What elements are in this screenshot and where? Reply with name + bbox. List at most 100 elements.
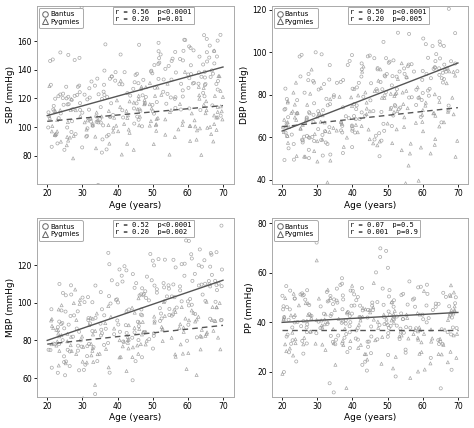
Point — [416, 324, 423, 331]
Point — [385, 293, 393, 300]
Point — [125, 306, 133, 313]
Point — [419, 111, 426, 118]
Point — [288, 131, 296, 138]
Point — [112, 69, 119, 76]
Point — [136, 113, 144, 120]
Point — [366, 306, 374, 313]
Point — [449, 324, 456, 331]
Point — [186, 122, 194, 129]
Point — [346, 329, 354, 336]
Point — [377, 79, 384, 86]
Point — [218, 266, 226, 273]
Point — [303, 324, 310, 331]
Point — [117, 354, 125, 360]
Point — [190, 47, 197, 54]
Point — [76, 297, 84, 303]
Point — [93, 310, 100, 317]
Point — [353, 102, 361, 109]
Point — [97, 104, 104, 110]
Point — [196, 333, 204, 339]
Point — [362, 306, 369, 313]
Point — [117, 51, 124, 58]
Point — [370, 316, 378, 323]
Point — [446, 313, 453, 320]
Point — [348, 127, 356, 134]
Point — [376, 138, 383, 145]
Point — [136, 326, 143, 333]
Point — [367, 80, 375, 87]
Point — [107, 300, 114, 307]
Point — [296, 53, 303, 60]
Point — [443, 65, 450, 72]
Point — [114, 299, 122, 306]
Point — [140, 101, 148, 108]
Point — [170, 281, 177, 288]
Point — [213, 304, 220, 311]
Point — [147, 67, 155, 74]
Point — [333, 297, 340, 304]
Point — [431, 136, 439, 143]
Point — [178, 261, 185, 268]
Point — [435, 65, 443, 72]
Point — [436, 38, 444, 45]
Point — [139, 292, 147, 299]
Point — [289, 329, 296, 336]
Point — [407, 324, 414, 331]
Point — [429, 110, 437, 117]
Point — [295, 302, 303, 309]
Point — [109, 125, 117, 131]
Point — [210, 121, 218, 128]
Point — [393, 322, 401, 329]
Point — [289, 108, 297, 115]
Point — [124, 90, 131, 97]
Point — [61, 325, 68, 332]
Point — [313, 113, 321, 120]
Point — [421, 366, 428, 373]
Point — [87, 115, 94, 122]
Legend: Bantus, Pygmies: Bantus, Pygmies — [273, 8, 318, 28]
Point — [356, 302, 364, 309]
Point — [447, 282, 455, 288]
Point — [382, 55, 390, 62]
Point — [376, 153, 383, 160]
Point — [182, 237, 190, 244]
Point — [329, 326, 337, 333]
Point — [70, 300, 78, 306]
Point — [310, 79, 318, 86]
Point — [418, 97, 426, 104]
Point — [142, 294, 150, 301]
Point — [153, 116, 160, 122]
Point — [346, 319, 354, 326]
Point — [187, 62, 195, 68]
Point — [395, 106, 402, 113]
Point — [293, 110, 301, 117]
Point — [158, 324, 165, 330]
Point — [307, 328, 315, 335]
Point — [116, 328, 124, 335]
Point — [436, 123, 443, 130]
Point — [324, 140, 331, 147]
Point — [326, 128, 333, 135]
Point — [126, 98, 133, 105]
Point — [360, 93, 367, 100]
Point — [451, 308, 458, 315]
Point — [214, 104, 221, 110]
Point — [100, 312, 108, 319]
Point — [354, 129, 362, 136]
Point — [435, 337, 442, 344]
Point — [400, 329, 408, 336]
Point — [160, 299, 168, 306]
Point — [216, 300, 223, 306]
Point — [172, 94, 179, 101]
Point — [91, 133, 99, 140]
Point — [301, 153, 308, 160]
Point — [88, 78, 95, 85]
Point — [301, 296, 309, 303]
Point — [113, 97, 121, 104]
Point — [330, 340, 337, 347]
Point — [129, 377, 137, 383]
Point — [65, 321, 73, 328]
Point — [402, 324, 410, 330]
Point — [398, 332, 405, 339]
Point — [446, 68, 453, 75]
